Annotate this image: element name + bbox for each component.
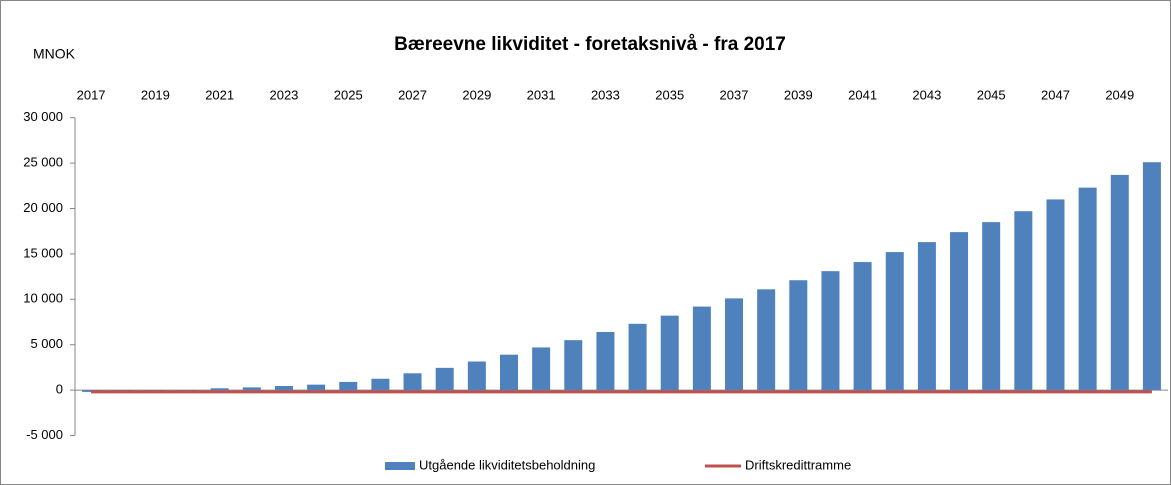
bar	[628, 323, 647, 391]
bar	[1142, 162, 1161, 391]
bar	[307, 384, 326, 391]
bar	[467, 361, 486, 391]
bar	[210, 388, 229, 391]
bar	[564, 340, 583, 391]
y-tick-label: -5 000	[26, 427, 63, 442]
legend-swatch	[385, 462, 415, 470]
y-tick-label: 10 000	[23, 291, 63, 306]
bar	[950, 232, 969, 391]
bar	[596, 331, 615, 391]
x-tick-label: 2041	[848, 87, 877, 102]
x-tick-label: 2021	[205, 87, 234, 102]
chart-title: Bæreevne likviditet - foretaksnivå - fra…	[394, 34, 786, 55]
bar	[532, 347, 551, 391]
x-tick-label: 2033	[591, 87, 620, 102]
bar	[178, 390, 197, 391]
bar	[917, 242, 936, 391]
bar	[692, 306, 711, 391]
bar	[821, 271, 840, 391]
bar	[274, 386, 293, 391]
x-tick-label: 2025	[334, 87, 363, 102]
x-tick-label: 2043	[912, 87, 941, 102]
bar	[1046, 199, 1065, 391]
y-axis-label: MNOK	[33, 46, 76, 62]
x-tick-label: 2037	[720, 87, 749, 102]
x-tick-label: 2027	[398, 87, 427, 102]
bar	[660, 315, 679, 391]
y-tick-label: 15 000	[23, 245, 63, 260]
x-tick-label: 2023	[269, 87, 298, 102]
bar	[725, 298, 744, 391]
x-tick-label: 2017	[77, 87, 106, 102]
y-tick-label: 25 000	[23, 155, 63, 170]
x-tick-label: 2035	[655, 87, 684, 102]
y-tick-label: 30 000	[23, 109, 63, 124]
bar	[1014, 211, 1033, 391]
y-tick-label: 20 000	[23, 200, 63, 215]
x-tick-label: 2047	[1041, 87, 1070, 102]
bar	[403, 373, 422, 391]
x-tick-label: 2029	[462, 87, 491, 102]
x-tick-label: 2039	[784, 87, 813, 102]
x-tick-label: 2019	[141, 87, 170, 102]
y-tick-label: 0	[56, 382, 63, 397]
bar	[1078, 187, 1097, 391]
x-tick-label: 2031	[527, 87, 556, 102]
bar	[853, 262, 872, 391]
x-tick-label: 2045	[977, 87, 1006, 102]
bar	[339, 381, 358, 391]
bar	[1110, 174, 1129, 391]
bar	[242, 387, 261, 391]
legend-label: Driftskredittramme	[745, 457, 851, 472]
bar	[789, 280, 808, 391]
bar	[757, 289, 776, 391]
bar	[499, 354, 518, 391]
x-tick-label: 2049	[1105, 87, 1134, 102]
bar	[435, 367, 454, 391]
bar	[982, 222, 1001, 391]
y-tick-label: 5 000	[30, 336, 63, 351]
legend-label: Utgående likviditetsbeholdning	[419, 457, 595, 472]
bar	[885, 252, 904, 391]
bar	[371, 378, 390, 391]
